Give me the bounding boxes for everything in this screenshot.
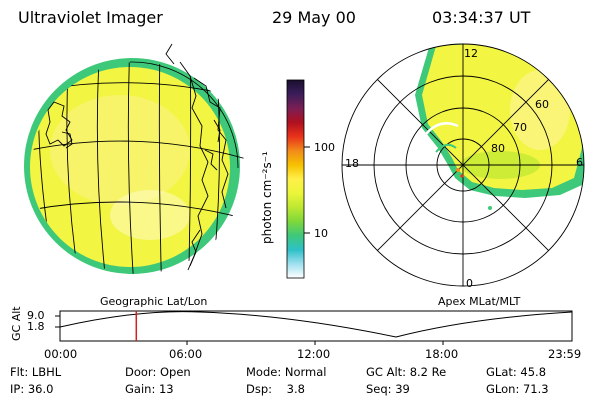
time-tick-1800: 18:00 bbox=[425, 347, 459, 361]
status-glon: GLon: 71.3 bbox=[486, 382, 549, 396]
timeline-ytick-high: 9.0 bbox=[27, 309, 45, 322]
colorbar-tick-100: 100 bbox=[314, 141, 335, 154]
colorbar-tick-10: 10 bbox=[314, 227, 328, 240]
mlat-label-70: 70 bbox=[513, 121, 527, 134]
status-glat: GLat: 45.8 bbox=[486, 365, 547, 379]
status-door: Door: Open bbox=[125, 365, 191, 379]
status-mode: Mode: Normal bbox=[246, 365, 327, 379]
mlt-label-6: 6 bbox=[576, 156, 583, 169]
altitude-timeline bbox=[55, 310, 573, 345]
status-seq: Seq: 39 bbox=[366, 382, 410, 396]
time-tick-0600: 06:00 bbox=[169, 347, 203, 361]
mlt-label-0: 0 bbox=[466, 277, 473, 290]
time-tick-1200: 12:00 bbox=[297, 347, 331, 361]
right-map-caption: Apex MLat/MLT bbox=[438, 295, 521, 308]
timeline-ytick-low: 1.8 bbox=[27, 320, 45, 333]
polar-plot bbox=[341, 43, 585, 287]
mlt-label-12: 12 bbox=[464, 47, 478, 60]
time-tick-0000: 00:00 bbox=[44, 347, 78, 361]
time-tick-2359: 23:59 bbox=[548, 347, 582, 361]
status-gc-alt: GC Alt: 8.2 Re bbox=[366, 365, 447, 379]
colorbar-unit-label: photon cm⁻²s⁻¹ bbox=[260, 151, 274, 244]
coastline bbox=[45, 43, 229, 271]
status-ip: IP: 36.0 bbox=[10, 382, 54, 396]
mlt-label-18: 18 bbox=[345, 157, 359, 170]
date-label: 29 May 00 bbox=[272, 8, 356, 27]
status-flt: Flt: LBHL bbox=[10, 365, 62, 379]
status-gain: Gain: 13 bbox=[125, 382, 174, 396]
instrument-title: Ultraviolet Imager bbox=[18, 8, 163, 27]
altitude-curve bbox=[59, 311, 573, 338]
status-dsp: Dsp: 3.8 bbox=[246, 382, 305, 396]
time-label: 03:34:37 UT bbox=[432, 8, 531, 27]
mlat-label-60: 60 bbox=[535, 98, 549, 111]
geographic-globe bbox=[24, 43, 244, 274]
left-map-caption: Geographic Lat/Lon bbox=[100, 295, 208, 308]
colorbar bbox=[286, 79, 310, 279]
timeline-axis-label: GC Alt bbox=[10, 306, 23, 341]
mlat-label-80: 80 bbox=[491, 142, 505, 155]
